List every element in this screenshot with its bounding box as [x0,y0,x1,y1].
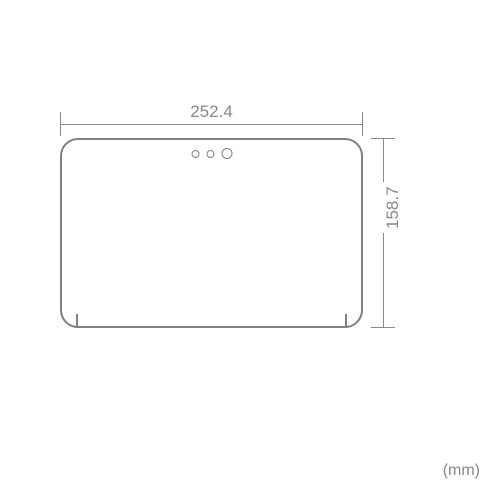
height-tick-bottom [371,327,395,328]
camera-group [191,148,232,159]
camera-dot-icon [206,150,214,158]
technical-diagram: 252.4 158.7 (mm) [0,0,500,500]
device-outline [60,138,363,328]
width-tick-right [362,112,363,136]
notch-right [345,314,347,328]
height-dimension-line [383,138,384,328]
camera-dot-icon [191,150,199,158]
height-label: 158.7 [383,182,403,233]
notch-left [76,314,78,328]
unit-label: (mm) [443,462,480,480]
width-dimension-line [60,124,363,125]
width-label: 252.4 [186,102,237,122]
width-dimension: 252.4 [60,102,363,132]
camera-dot-large-icon [221,148,232,159]
height-dimension: 158.7 [375,138,405,328]
